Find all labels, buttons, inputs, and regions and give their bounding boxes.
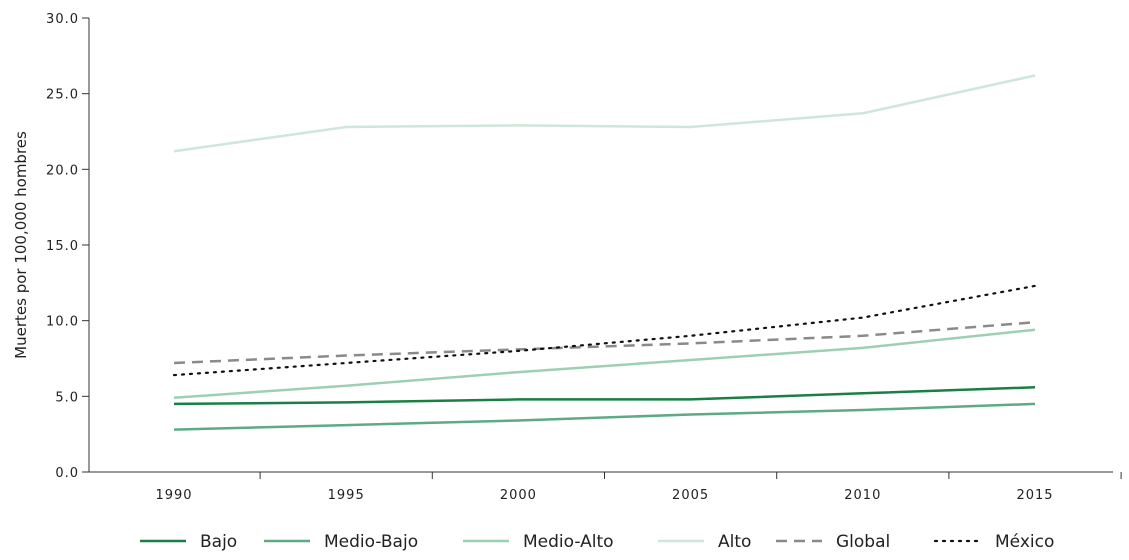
y-tick-label: 10.0 xyxy=(46,315,79,330)
y-tick-label: 30.0 xyxy=(46,12,79,27)
legend-label: Medio-Bajo xyxy=(324,532,418,552)
y-axis-title: Muertes por 100,000 hombres xyxy=(12,131,30,359)
y-tick-label: 25.0 xyxy=(46,88,79,103)
series-layer xyxy=(172,74,1037,431)
x-tick-label: 2000 xyxy=(500,488,537,503)
series-line-alto xyxy=(173,74,1036,153)
x-tick-label: 1990 xyxy=(155,488,192,503)
x-tick-label: 2005 xyxy=(672,488,709,503)
legend-label: México xyxy=(995,532,1054,552)
legend-label: Bajo xyxy=(200,532,237,552)
x-tick-label: 1995 xyxy=(328,488,365,503)
series-line-medio-bajo xyxy=(173,402,1036,431)
x-tick-label: 2010 xyxy=(844,488,881,503)
y-tick-label: 0.0 xyxy=(55,466,79,481)
y-tick-label: 15.0 xyxy=(46,239,79,254)
legend-label: Alto xyxy=(718,532,751,552)
y-tick-label: 20.0 xyxy=(46,163,79,178)
legend-label: Medio-Alto xyxy=(523,532,614,552)
series-line-medio-alto xyxy=(173,328,1036,400)
series-line-bajo xyxy=(173,386,1036,406)
x-tick-label: 2015 xyxy=(1016,488,1053,503)
legend-label: Global xyxy=(836,532,890,552)
legend: Bajo Medio-Bajo Medio-Alto Alto Global México xyxy=(140,532,1054,552)
y-tick-label: 5.0 xyxy=(55,390,79,405)
axes: 0.0 5.0 10.0 15.0 20.0 25.0 30.0 1990 1995 2000 20… xyxy=(46,12,1122,503)
series-line-m-xico xyxy=(172,284,1037,377)
